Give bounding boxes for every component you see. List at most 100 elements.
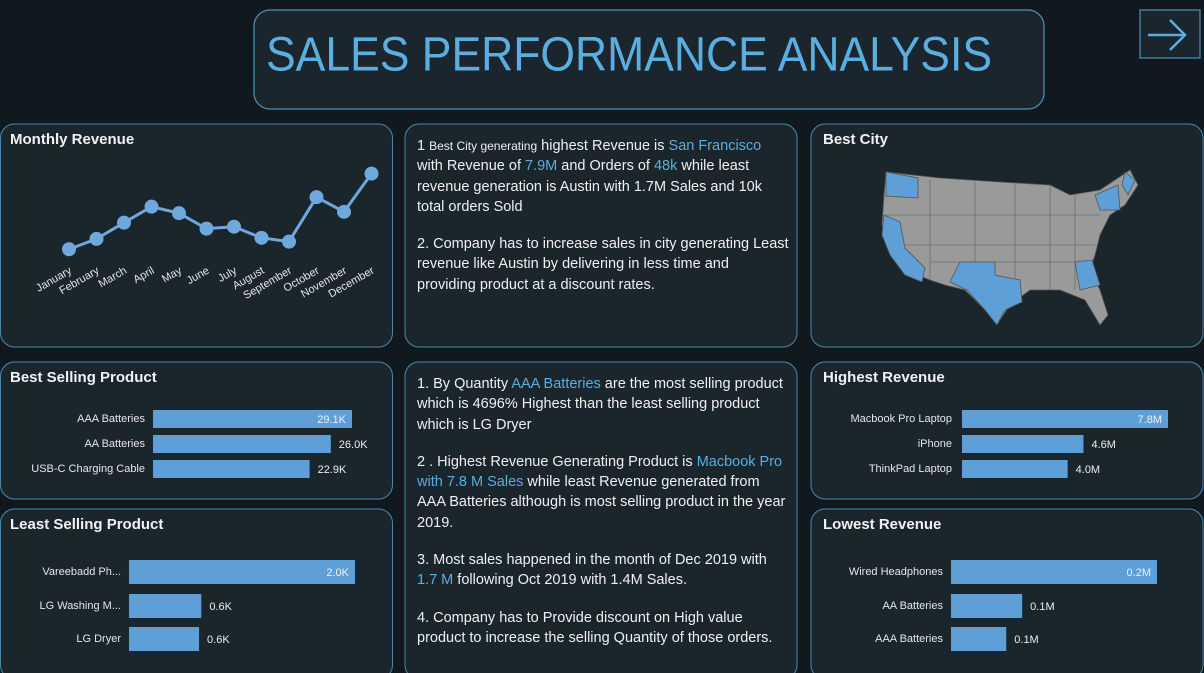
- state-highlight: [885, 171, 919, 199]
- line-point: [227, 219, 241, 234]
- chart-title: Best Selling Product: [10, 369, 157, 386]
- y-tick-label: AAA Batteries: [77, 413, 145, 425]
- insight-highlight: 1.7 M: [417, 572, 454, 589]
- chart-title: Monthly Revenue: [10, 131, 134, 148]
- panel: [404, 123, 798, 348]
- insight-highlight: Macbook Pro with 7.8 M Sales: [417, 453, 783, 491]
- value-label: 0.6K: [209, 601, 232, 613]
- next-button[interactable]: [1139, 9, 1201, 59]
- chart-title: Highest Revenue: [823, 369, 945, 386]
- insight-panel: 1. By Quantity AAA Batteries are the mos…: [417, 374, 789, 665]
- y-tick-label: AA Batteries: [84, 438, 145, 450]
- insight-text: Best City generating: [429, 139, 538, 153]
- state-highlight: [949, 261, 1023, 326]
- panel: [810, 508, 1204, 673]
- arrow-icon[interactable]: [1148, 19, 1187, 51]
- y-tick-label: Vareebadd Ph...: [42, 566, 121, 578]
- insight-paragraph: 3. Most sales happened in the month of D…: [417, 550, 789, 591]
- line-point: [309, 190, 324, 205]
- insight-text: 3. Most sales happened in the month of D…: [417, 552, 767, 569]
- map-title: Best City: [823, 131, 889, 148]
- bar: [129, 627, 200, 651]
- line-point: [144, 199, 159, 214]
- chart-title: Lowest Revenue: [823, 516, 941, 533]
- value-label: 26.0K: [339, 439, 368, 451]
- value-label: 29.1K: [317, 414, 346, 426]
- insight-text: highest Revenue is: [537, 138, 669, 154]
- y-tick-label: Wired Headphones: [849, 566, 944, 578]
- bar: [129, 560, 355, 584]
- y-tick-label: AA Batteries: [882, 600, 943, 612]
- insight-highlight: 7.9M: [525, 158, 558, 175]
- insight-paragraph: 4. Company has to Provide discount on Hi…: [417, 608, 789, 649]
- bar: [962, 435, 1084, 453]
- state-highlight: [1121, 171, 1136, 196]
- y-tick-label: LG Washing M...: [39, 600, 121, 612]
- value-label: 0.1M: [1014, 634, 1038, 646]
- bar: [951, 594, 1023, 618]
- bar: [951, 627, 1007, 651]
- insight-text: while least Revenue generated from AAA B…: [417, 474, 786, 531]
- y-tick-label: AAA Batteries: [875, 633, 943, 645]
- bar: [129, 594, 202, 618]
- state-highlight: [1074, 259, 1101, 291]
- line-point: [199, 221, 214, 236]
- value-label: 22.9K: [318, 464, 347, 476]
- us-map: [881, 169, 1139, 326]
- insight-highlight: 48k: [653, 158, 678, 175]
- panel: [0, 508, 393, 673]
- line-point: [172, 206, 186, 221]
- y-tick-label: USB-C Charging Cable: [31, 463, 145, 475]
- panel: [810, 361, 1204, 500]
- insight-highlight: AAA Batteries: [511, 376, 601, 392]
- bar: [962, 460, 1068, 478]
- page-title: SALES PERFORMANCE ANALYSIS: [266, 29, 992, 82]
- bar: [153, 460, 310, 478]
- value-label: 0.6K: [207, 634, 230, 646]
- insight-text: following Oct 2019 with 1.4M Sales.: [453, 572, 687, 589]
- bar: [951, 560, 1157, 584]
- state-borders: [886, 180, 1100, 290]
- value-label: 4.6M: [1091, 439, 1115, 451]
- insight-text: 4. Company has to Provide discount on Hi…: [417, 609, 773, 646]
- line-point: [117, 215, 131, 230]
- insight-text: 1. By Quantity: [417, 376, 512, 392]
- insight-paragraph: 1. By Quantity AAA Batteries are the mos…: [417, 374, 789, 435]
- value-label: 7.8M: [1138, 414, 1162, 426]
- state-highlight: [881, 214, 926, 283]
- insight-text: 2 . Highest Revenue Generating Product i…: [417, 453, 697, 470]
- insight-text: with Revenue of: [417, 158, 526, 175]
- value-label: 2.0K: [326, 567, 349, 579]
- line-point: [364, 166, 379, 181]
- bar: [153, 435, 331, 453]
- y-tick-label: iPhone: [918, 438, 952, 450]
- insight-paragraph: 2 . Highest Revenue Generating Product i…: [417, 452, 789, 533]
- line-point: [337, 204, 351, 219]
- panel: [0, 123, 393, 348]
- y-tick-label: LG Dryer: [76, 633, 121, 645]
- insight-text: are the most selling product which is 46…: [417, 376, 783, 433]
- line-point: [254, 230, 269, 245]
- value-label: 0.1M: [1030, 601, 1054, 613]
- y-tick-label: Macbook Pro Laptop: [850, 413, 952, 425]
- chart-title: Least Selling Product: [10, 516, 163, 533]
- bar: [962, 410, 1168, 428]
- value-label: 0.2M: [1127, 567, 1151, 579]
- line-point: [89, 231, 104, 246]
- state-highlight: [1094, 184, 1121, 211]
- insight-text: and Orders of: [557, 158, 654, 175]
- insight-text: 2. Company has to increase sales in city…: [417, 236, 789, 293]
- panel: [404, 361, 798, 673]
- y-tick-label: ThinkPad Laptop: [869, 463, 952, 475]
- bar: [153, 410, 352, 428]
- line-point: [62, 242, 76, 257]
- insight-paragraph: 1 Best City generating highest Revenue i…: [417, 136, 789, 217]
- value-label: 4.0M: [1076, 464, 1100, 476]
- title-box: [253, 9, 1045, 110]
- line-point: [282, 234, 296, 249]
- insight-text: 1: [417, 138, 430, 154]
- insight-panel: 1 Best City generating highest Revenue i…: [417, 136, 789, 312]
- insight-paragraph: 2. Company has to increase sales in city…: [417, 234, 789, 295]
